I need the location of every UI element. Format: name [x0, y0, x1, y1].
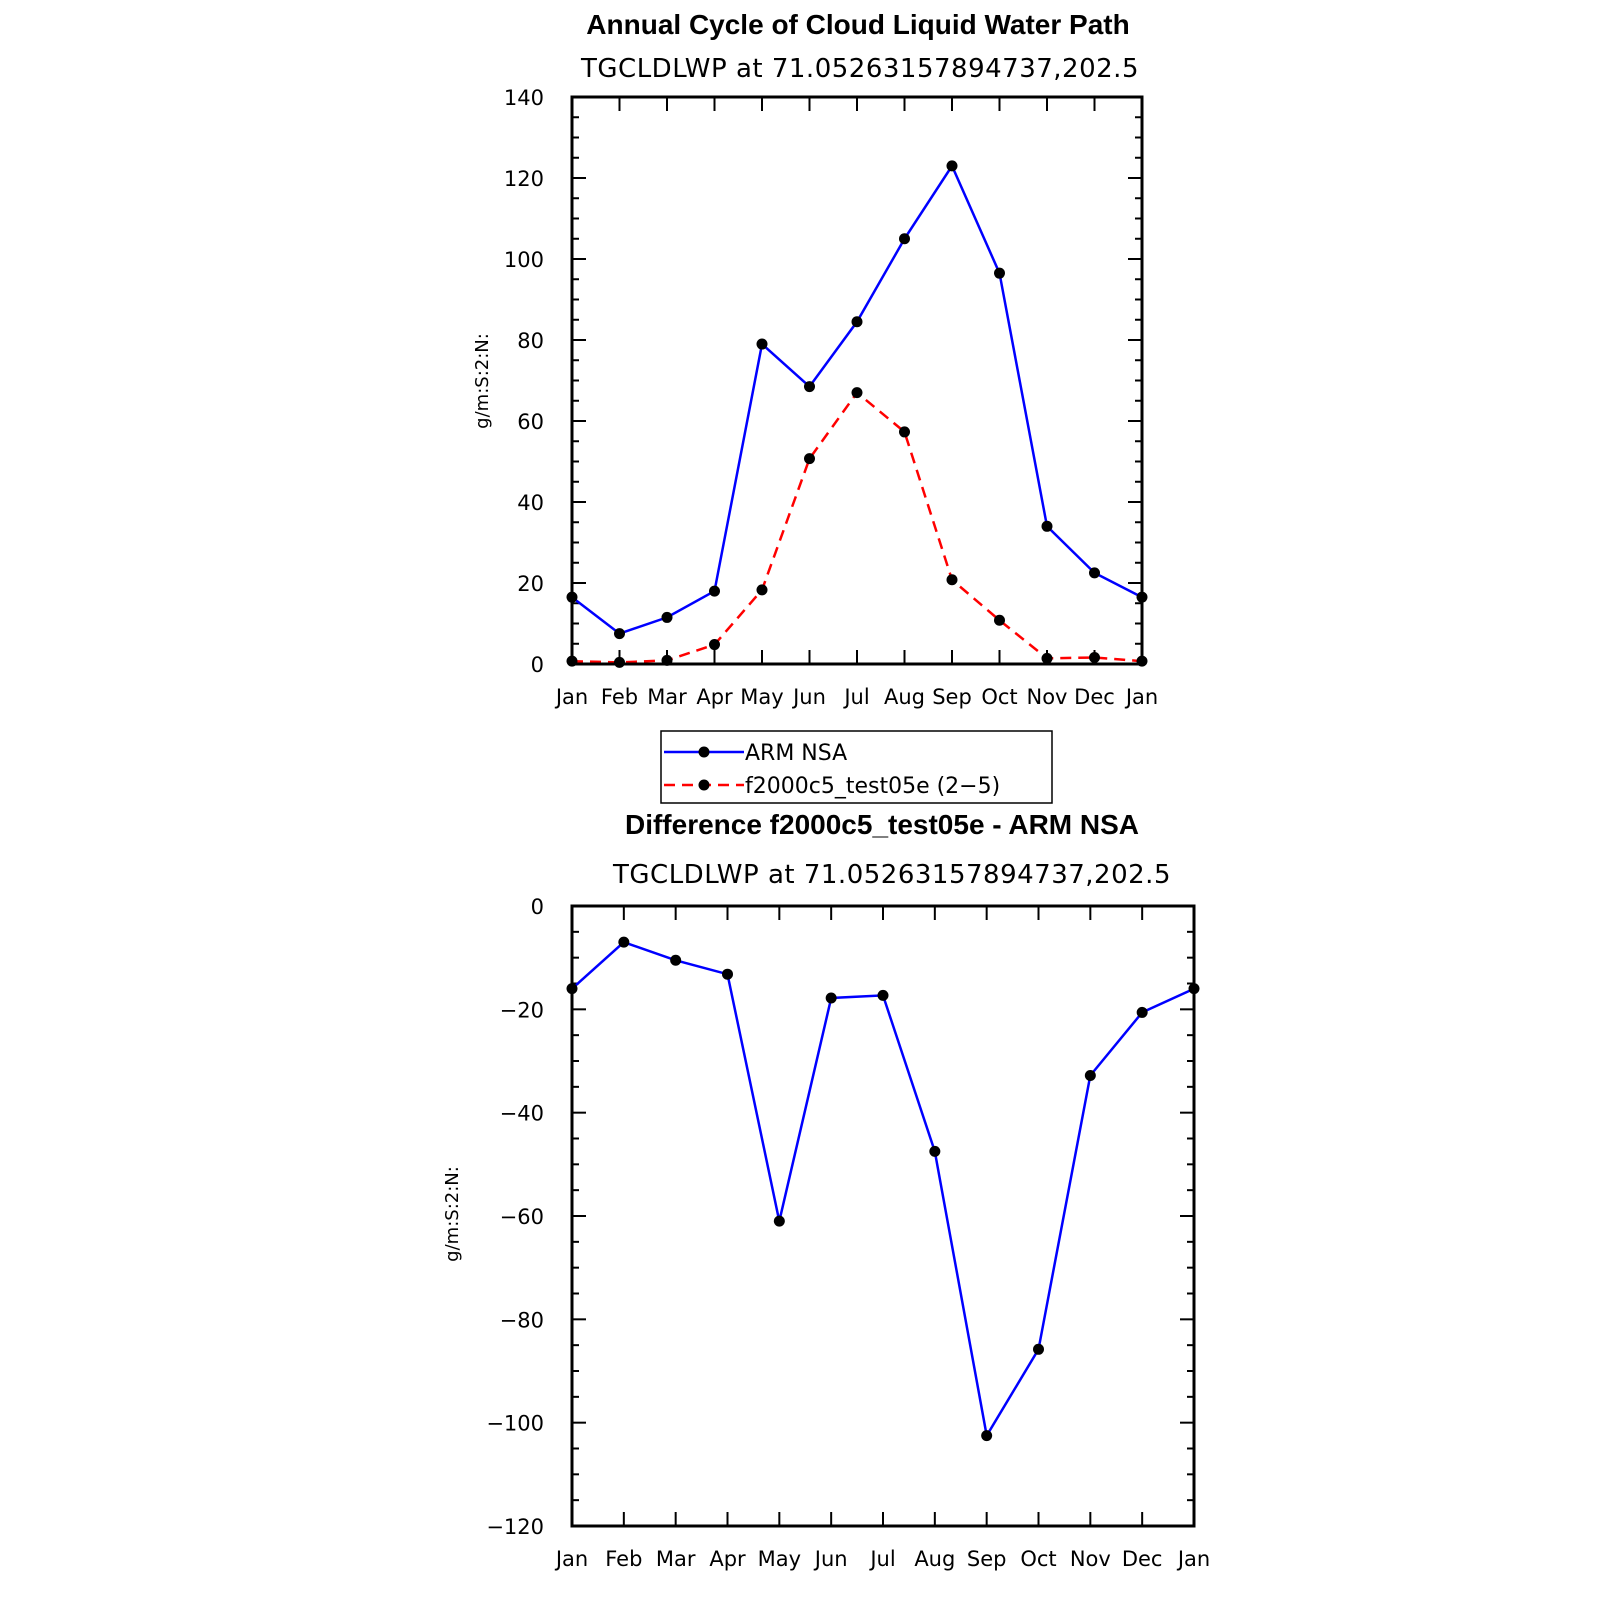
- y-tick-label: 0: [531, 895, 544, 919]
- data-point-1: [1089, 652, 1100, 664]
- y-tick-label: 0: [531, 653, 544, 677]
- y-tick-label: −40: [500, 1102, 544, 1126]
- annual-cycle-chart: Annual Cycle of Cloud Liquid Water Path …: [472, 9, 1158, 709]
- x-tick-label: Aug: [914, 1547, 955, 1571]
- y-tick-label: 40: [517, 491, 544, 515]
- data-point-0: [946, 160, 958, 172]
- data-point-1: [946, 574, 958, 586]
- difference-chart: Difference f2000c5_test05e - ARM NSA TGC…: [442, 809, 1210, 1571]
- legend: ARM NSA f2000c5_test05e (2−5): [660, 730, 1053, 804]
- data-point-0: [773, 1215, 785, 1227]
- data-point-1: [614, 656, 625, 668]
- data-point-0: [1136, 1006, 1148, 1018]
- data-point-0: [804, 381, 815, 393]
- data-point-0: [722, 968, 733, 980]
- x-tick-label: Feb: [605, 1547, 642, 1571]
- data-point-0: [1033, 1343, 1044, 1355]
- series-line-0: [571, 940, 1195, 1440]
- legend-marker-model: [698, 779, 710, 791]
- data-point-1: [1041, 652, 1053, 664]
- legend-label-arm: ARM NSA: [745, 741, 847, 766]
- y-axis-label: g/m:S:2:N:: [472, 333, 493, 429]
- data-point-0: [825, 992, 837, 1004]
- data-point-0: [661, 611, 673, 623]
- x-tick-label: Dec: [1122, 1547, 1163, 1571]
- y-axis-label: g/m:S:2:N:: [442, 1166, 463, 1262]
- y-tick-label: −20: [500, 998, 544, 1022]
- x-tick-label: Jan: [554, 685, 588, 709]
- series-lines: [571, 940, 1195, 1440]
- plot-frame: [570, 95, 1144, 666]
- data-point-1: [899, 426, 910, 438]
- x-tick-label: Aug: [884, 685, 925, 709]
- x-tick-label: Jan: [554, 1547, 588, 1571]
- tick-labels: 0 20 40 60 80 100 120 140 Jan Feb Mar Apr May Jun Jul A…: [504, 86, 1158, 709]
- x-tick-label: Mar: [647, 685, 687, 709]
- x-tick-label: Jan: [1176, 1547, 1210, 1571]
- y-tick-label: 120: [504, 167, 544, 191]
- data-point-0: [1089, 567, 1100, 579]
- data-points: [566, 160, 1148, 668]
- y-tick-label: 100: [504, 248, 544, 272]
- x-tick-label: May: [740, 685, 783, 709]
- data-point-0: [981, 1430, 993, 1442]
- data-point-1: [756, 584, 768, 596]
- series-lines: [571, 163, 1143, 664]
- x-tick-label: Apr: [709, 1547, 746, 1571]
- x-tick-label: Jun: [791, 685, 826, 709]
- series-line-0: [571, 163, 1143, 635]
- x-tick-label: May: [758, 1547, 801, 1571]
- data-point-0: [994, 267, 1005, 279]
- y-tick-label: 20: [517, 572, 544, 596]
- legend-box: [660, 730, 1053, 804]
- x-tick-label: Oct: [1020, 1547, 1056, 1571]
- x-tick-label: Dec: [1074, 685, 1115, 709]
- y-tick-label: 140: [504, 86, 544, 110]
- plot-frame: [570, 904, 1196, 1528]
- x-tick-label: Sep: [932, 685, 972, 709]
- x-tick-label: Feb: [601, 685, 638, 709]
- x-tick-label: Jan: [1124, 685, 1158, 709]
- chart-title: Difference f2000c5_test05e - ARM NSA: [625, 809, 1139, 840]
- x-tick-label: Jul: [868, 1547, 895, 1571]
- data-point-0: [929, 1145, 941, 1157]
- data-point-0: [1084, 1069, 1096, 1081]
- legend-marker-arm: [698, 746, 710, 758]
- data-point-0: [670, 954, 682, 966]
- data-point-0: [618, 936, 630, 948]
- y-tick-label: −120: [486, 1515, 544, 1539]
- data-point-1: [851, 387, 863, 399]
- tick-labels: 0 −20 −40 −60 −80 −100 −120 Jan Feb Mar Apr May Jun J…: [486, 895, 1210, 1571]
- data-point-1: [994, 614, 1005, 626]
- data-point-0: [899, 233, 910, 245]
- y-tick-label: 80: [517, 329, 544, 353]
- data-point-0: [1041, 520, 1053, 532]
- data-point-0: [851, 316, 863, 328]
- y-tick-label: 60: [517, 410, 544, 434]
- x-tick-label: Sep: [967, 1547, 1007, 1571]
- chart-title: Annual Cycle of Cloud Liquid Water Path: [586, 9, 1129, 40]
- x-tick-label: Nov: [1027, 685, 1068, 709]
- x-tick-label: Mar: [656, 1547, 696, 1571]
- x-tick-label: Oct: [981, 685, 1017, 709]
- data-points: [566, 936, 1200, 1442]
- axis-ticks: [571, 96, 1143, 665]
- y-tick-label: −60: [500, 1205, 544, 1229]
- data-point-1: [804, 453, 815, 465]
- data-point-0: [756, 338, 768, 350]
- x-tick-label: Jun: [813, 1547, 848, 1571]
- chart-subtitle: TGCLDLWP at 71.05263157894737,202.5: [580, 54, 1139, 84]
- data-point-1: [709, 639, 720, 651]
- legend-label-model: f2000c5_test05e (2−5): [745, 774, 1000, 799]
- y-tick-label: −80: [500, 1308, 544, 1332]
- data-point-0: [709, 585, 720, 597]
- chart-subtitle: TGCLDLWP at 71.05263157894737,202.5: [612, 860, 1171, 890]
- data-point-0: [614, 628, 625, 640]
- x-tick-label: Apr: [696, 685, 733, 709]
- x-tick-label: Nov: [1070, 1547, 1111, 1571]
- data-point-0: [877, 989, 889, 1001]
- y-tick-label: −100: [486, 1412, 544, 1436]
- x-tick-label: Jul: [842, 685, 869, 709]
